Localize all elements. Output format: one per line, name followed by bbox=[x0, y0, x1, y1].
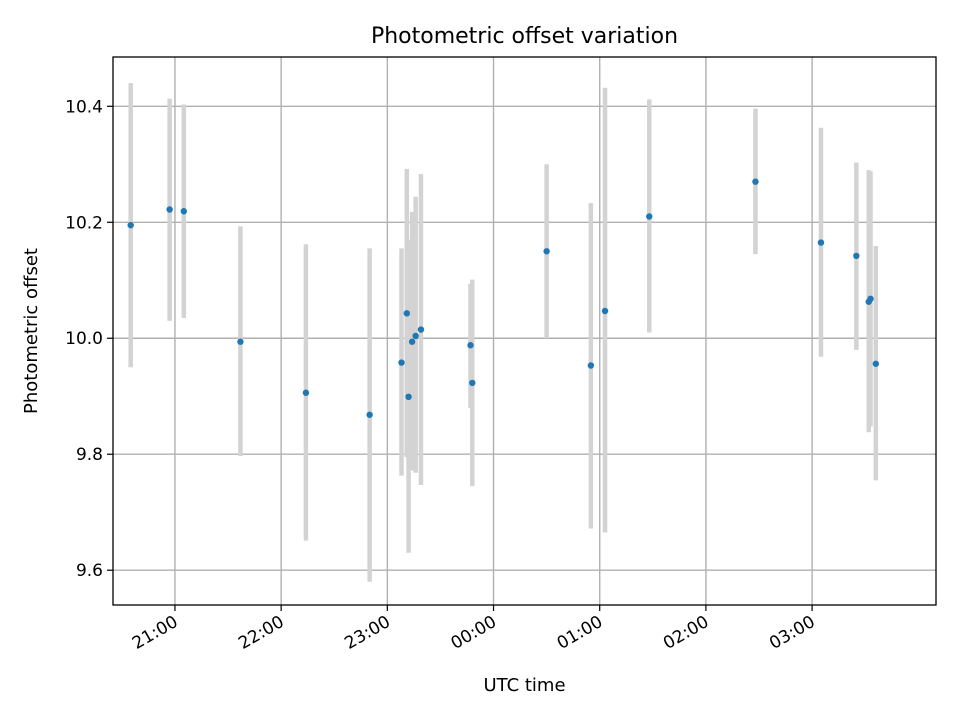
data-point bbox=[180, 208, 187, 215]
data-point bbox=[601, 307, 609, 315]
data-point bbox=[417, 326, 425, 333]
data-point bbox=[467, 342, 474, 349]
data-point bbox=[752, 178, 759, 185]
data-point bbox=[817, 239, 825, 246]
data-point bbox=[646, 213, 653, 220]
y-tick-label: 9.6 bbox=[76, 561, 103, 581]
data-point bbox=[237, 338, 244, 345]
data-point bbox=[302, 389, 310, 396]
data-point bbox=[867, 295, 874, 303]
data-point bbox=[166, 206, 173, 213]
y-axis-label: Photometric offset bbox=[21, 248, 42, 414]
data-point bbox=[872, 360, 880, 367]
data-point bbox=[412, 332, 419, 340]
data-point bbox=[853, 252, 860, 260]
grid bbox=[113, 57, 936, 605]
data-point bbox=[403, 310, 411, 317]
y-tick-label: 9.8 bbox=[76, 445, 103, 465]
x-axis-label: UTC time bbox=[483, 675, 565, 696]
plot-frame bbox=[112, 56, 937, 606]
data-point bbox=[587, 362, 595, 369]
data-point bbox=[398, 359, 405, 366]
y-tick-label: 10.0 bbox=[65, 329, 103, 349]
data-points bbox=[127, 178, 880, 418]
y-tick-label: 10.2 bbox=[65, 213, 103, 233]
y-tick-label: 10.4 bbox=[65, 97, 103, 117]
data-point bbox=[366, 411, 373, 418]
y-axis-ticks: 9.6 9.8 10.0 10.2 10.4 bbox=[65, 97, 113, 581]
data-point bbox=[469, 379, 476, 387]
data-point bbox=[408, 338, 416, 345]
chart-title: Photometric offset variation bbox=[371, 24, 678, 49]
data-point bbox=[405, 393, 412, 401]
data-point bbox=[543, 248, 550, 255]
data-point bbox=[127, 221, 134, 229]
